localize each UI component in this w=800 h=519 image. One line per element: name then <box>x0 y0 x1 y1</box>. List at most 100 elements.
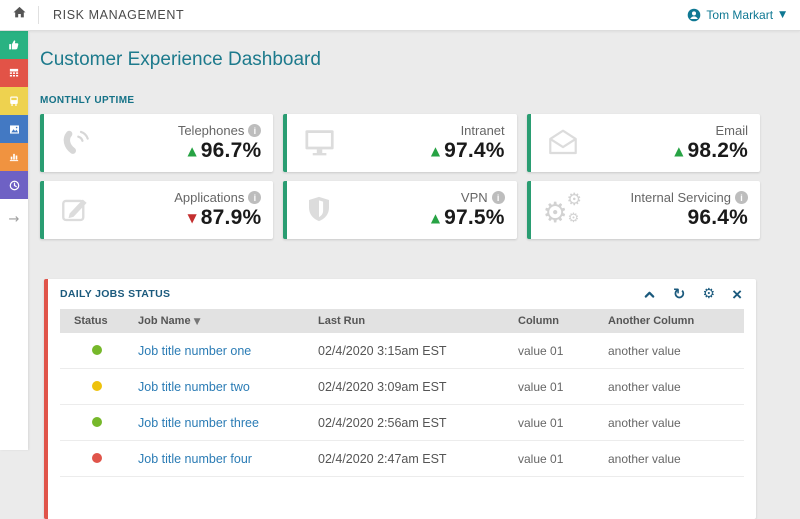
column-header-status[interactable]: Status <box>74 315 108 327</box>
sidebar-item-table[interactable] <box>0 59 28 87</box>
daily-jobs-panel-header: DAILY JOBS STATUS ↻ ⚙ × <box>48 279 756 309</box>
sidebar-item-image[interactable] <box>0 115 28 143</box>
uptime-card-telephones: Telephones i ▲ 96.7% <box>40 114 274 172</box>
thumbs-up-icon <box>7 38 21 52</box>
trend-up-icon: ▲ <box>430 144 441 158</box>
jobs-table-header: Status Job Name ▼ Last Run Column Another Col… <box>60 309 744 333</box>
card-label: Email <box>715 123 748 138</box>
sidebar-item-bus[interactable] <box>0 87 28 115</box>
panel-title: DAILY JOBS STATUS <box>60 288 171 300</box>
column-header-column[interactable]: Column <box>518 315 559 327</box>
info-icon[interactable]: i <box>491 191 505 204</box>
info-icon[interactable]: i <box>734 191 748 204</box>
user-avatar-icon <box>687 8 701 22</box>
job-name-link[interactable]: Job title number two <box>138 379 250 394</box>
trend-up-icon: ▲ <box>430 211 441 225</box>
trend-up-icon: ▲ <box>674 144 684 158</box>
table-row: Job title number four 02/4/2020 2:47am ES… <box>60 441 744 477</box>
column-cell: value 01 <box>518 451 564 466</box>
last-run-cell: 02/4/2020 3:09am EST <box>318 379 447 394</box>
trend-down-icon: ▼ <box>187 211 197 225</box>
app-title: RISK MANAGEMENT <box>53 8 185 22</box>
column-cell: value 01 <box>518 379 564 394</box>
uptime-card-applications: Applications i ▼ 87.9% <box>40 181 274 239</box>
card-label: Telephones <box>177 123 245 138</box>
uptime-card-internal-servicing: ⚙ ⚙ ⚙ Internal Servicing i 96.4% <box>526 181 760 239</box>
pencil-icon <box>56 190 100 230</box>
sidebar-item-thumbs-up[interactable] <box>0 31 28 59</box>
uptime-cards: Telephones i ▲ 96.7% Intranet ▲ 97.4% Email ▲ 98.… <box>40 114 760 239</box>
bus-icon <box>8 95 20 107</box>
status-dot <box>92 380 102 391</box>
table-icon <box>8 67 20 79</box>
status-cell <box>74 344 138 358</box>
another-column-cell: another value <box>608 415 681 430</box>
card-value: 96.7% <box>200 139 262 162</box>
uptime-card-email: Email ▲ 98.2% <box>526 114 760 172</box>
topbar-divider <box>38 6 39 24</box>
table-row: Job title number two 02/4/2020 3:09am EST… <box>60 369 744 405</box>
job-name-link[interactable]: Job title number one <box>138 343 252 358</box>
card-label: Applications <box>174 190 245 205</box>
user-name: Tom Markart <box>706 8 774 22</box>
sidebar-expand-button[interactable]: → <box>0 205 28 233</box>
column-header-job-name[interactable]: Job Name ▼ <box>138 315 201 327</box>
clock-icon <box>8 179 21 192</box>
sidebar: → <box>0 31 28 450</box>
jobs-table-body: Job title number one 02/4/2020 3:15am EST… <box>60 333 744 477</box>
refresh-icon[interactable]: ↻ <box>672 285 686 303</box>
trend-up-icon: ▲ <box>187 144 197 158</box>
card-value: 97.4% <box>444 139 505 162</box>
close-icon[interactable]: × <box>732 284 742 304</box>
user-menu[interactable]: Tom Markart ▼ <box>687 8 786 22</box>
caret-down-icon: ▼ <box>779 10 786 20</box>
topbar: RISK MANAGEMENT Tom Markart ▼ <box>0 0 800 31</box>
another-column-cell: another value <box>608 343 681 358</box>
job-name-link[interactable]: Job title number four <box>138 451 252 466</box>
sidebar-item-bar-chart[interactable] <box>0 143 28 171</box>
status-cell <box>74 380 138 394</box>
status-dot <box>92 416 102 427</box>
status-cell <box>74 416 138 430</box>
collapse-chevron-icon[interactable] <box>643 288 656 301</box>
uptime-card-intranet: Intranet ▲ 97.4% <box>283 114 517 172</box>
home-button[interactable] <box>0 0 38 31</box>
info-icon[interactable]: i <box>248 191 262 204</box>
home-icon <box>12 5 27 25</box>
card-label: Internal Servicing <box>630 190 731 205</box>
envelope-icon <box>543 123 587 163</box>
status-dot <box>92 452 102 463</box>
jobs-table: Status Job Name ▼ Last Run Column Another Col… <box>60 309 744 477</box>
page-title: Customer Experience Dashboard <box>40 49 321 70</box>
uptime-card-vpn: VPN i ▲ 97.5% <box>283 181 517 239</box>
table-row: Job title number three 02/4/2020 2:56am E… <box>60 405 744 441</box>
column-header-last-run[interactable]: Last Run <box>318 315 366 327</box>
shield-icon <box>299 190 343 230</box>
panel-toolbar: ↻ ⚙ × <box>643 285 742 303</box>
column-cell: value 01 <box>518 343 564 358</box>
job-name-link[interactable]: Job title number three <box>138 415 259 430</box>
card-value: 87.9% <box>200 206 262 229</box>
table-row: Job title number one 02/4/2020 3:15am EST… <box>60 333 744 369</box>
another-column-cell: another value <box>608 451 681 466</box>
gears-icon: ⚙ ⚙ ⚙ <box>542 190 582 229</box>
bar-chart-icon <box>8 151 20 163</box>
monitor-icon <box>299 123 343 163</box>
card-label: Intranet <box>460 123 505 138</box>
card-value: 98.2% <box>687 139 748 162</box>
settings-gear-icon[interactable]: ⚙ <box>702 286 716 302</box>
daily-jobs-panel: DAILY JOBS STATUS ↻ ⚙ × Status Job Name ▼ L… <box>44 279 756 519</box>
image-icon <box>8 123 21 136</box>
info-icon[interactable]: i <box>248 124 262 137</box>
status-dot <box>92 344 102 355</box>
last-run-cell: 02/4/2020 3:15am EST <box>318 343 447 358</box>
sidebar-item-clock[interactable] <box>0 171 28 199</box>
last-run-cell: 02/4/2020 2:56am EST <box>318 415 447 430</box>
another-column-cell: another value <box>608 379 681 394</box>
column-cell: value 01 <box>518 415 564 430</box>
sort-caret-icon: ▼ <box>193 317 201 327</box>
arrow-right-icon: → <box>8 211 20 227</box>
status-cell <box>74 452 138 466</box>
card-value: 96.4% <box>687 206 748 229</box>
column-header-another-column[interactable]: Another Column <box>608 315 695 327</box>
